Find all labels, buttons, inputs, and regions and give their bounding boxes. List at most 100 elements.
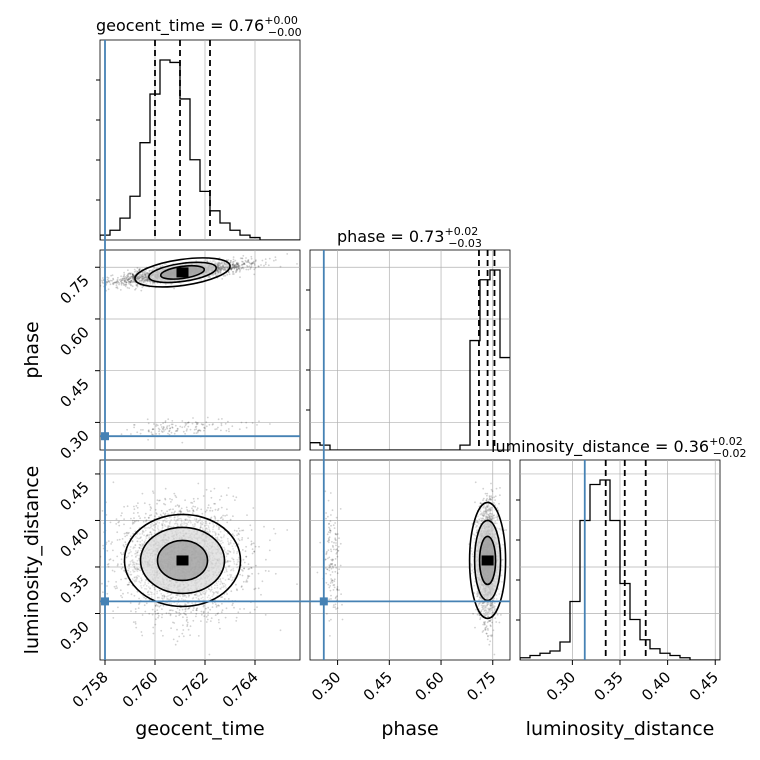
sample-point — [115, 280, 118, 283]
sample-point — [217, 264, 220, 267]
sample-point — [112, 282, 115, 284]
sample-point — [146, 271, 149, 274]
sample-point — [126, 279, 129, 282]
sample-point — [168, 424, 171, 427]
sample-point — [100, 278, 101, 281]
sample-point — [216, 536, 219, 539]
sample-point — [195, 594, 198, 596]
sample-point — [154, 525, 157, 528]
sample-point — [222, 585, 225, 587]
sample-point — [152, 268, 155, 271]
sample-point — [242, 580, 245, 583]
sample-point — [144, 273, 146, 276]
sample-point — [112, 278, 115, 281]
sample-point — [176, 519, 179, 522]
sample-point — [167, 418, 170, 421]
sample-point — [135, 278, 138, 281]
sample-point — [127, 583, 130, 586]
sample-point — [169, 427, 172, 429]
sample-point — [106, 278, 109, 281]
sample-point — [242, 261, 244, 263]
sample-point — [174, 424, 177, 427]
sample-point — [126, 274, 129, 277]
sample-point — [169, 508, 172, 511]
sample-point — [186, 523, 189, 526]
sample-point — [110, 543, 112, 545]
sample-point — [232, 495, 235, 498]
sample-point — [224, 265, 227, 268]
sample-point — [223, 263, 226, 266]
sample-point — [226, 266, 229, 269]
sample-point — [184, 424, 187, 427]
sample-point — [126, 583, 129, 586]
sample-point — [220, 267, 223, 270]
sample-point — [128, 551, 131, 554]
sample-point — [108, 281, 111, 284]
sample-point — [107, 280, 110, 283]
sample-point — [161, 264, 164, 267]
sample-point — [115, 518, 118, 520]
sample-point — [235, 266, 237, 269]
sample-point — [223, 550, 226, 552]
sample-point — [137, 276, 139, 279]
sample-point — [222, 265, 225, 267]
sample-point — [132, 512, 135, 514]
sample-point — [149, 506, 152, 508]
sample-point — [219, 627, 221, 630]
sample-point — [152, 428, 155, 431]
sample-point — [160, 423, 162, 426]
sample-point — [216, 269, 219, 272]
sample-point — [162, 426, 165, 429]
sample-point — [245, 581, 247, 583]
sample-point — [216, 538, 219, 541]
sample-point — [251, 262, 254, 264]
sample-point — [127, 272, 130, 275]
sample-point — [218, 261, 221, 264]
sample-point — [181, 594, 184, 596]
sample-point — [193, 428, 196, 431]
sample-point — [218, 268, 221, 271]
sample-point — [213, 587, 216, 589]
sample-point — [142, 280, 145, 283]
sample-point — [235, 588, 238, 591]
sample-point — [235, 620, 238, 622]
sample-point — [220, 262, 223, 265]
sample-point — [132, 274, 134, 276]
sample-point — [192, 509, 195, 511]
sample-point — [193, 432, 196, 434]
sample-point — [140, 280, 143, 283]
sample-point — [152, 626, 155, 629]
sample-point — [286, 529, 289, 531]
sample-point — [219, 540, 222, 543]
sample-point — [235, 563, 238, 566]
sample-point — [144, 274, 147, 276]
sample-point — [144, 587, 146, 590]
sample-point — [216, 270, 219, 272]
sample-point — [154, 515, 156, 518]
sample-point — [230, 579, 233, 582]
sample-point — [136, 567, 139, 569]
sample-point — [128, 278, 131, 281]
sample-point — [162, 428, 165, 430]
sample-point — [238, 267, 240, 270]
sample-point — [200, 423, 203, 425]
sample-point — [144, 276, 146, 279]
sample-point — [211, 606, 214, 608]
sample-point — [156, 499, 159, 502]
sample-point — [186, 428, 188, 430]
sample-point — [125, 281, 128, 283]
sample-point — [139, 273, 141, 276]
sample-point — [149, 526, 152, 529]
sample-point — [216, 261, 219, 264]
sample-point — [93, 532, 95, 534]
sample-point — [131, 273, 134, 276]
sample-point — [186, 618, 188, 621]
sample-point — [131, 578, 134, 580]
sample-point — [145, 278, 148, 281]
sample-point — [137, 278, 140, 281]
sample-point — [217, 266, 219, 268]
sample-point — [178, 510, 181, 513]
sample-point — [139, 279, 142, 282]
sample-point — [203, 615, 206, 617]
